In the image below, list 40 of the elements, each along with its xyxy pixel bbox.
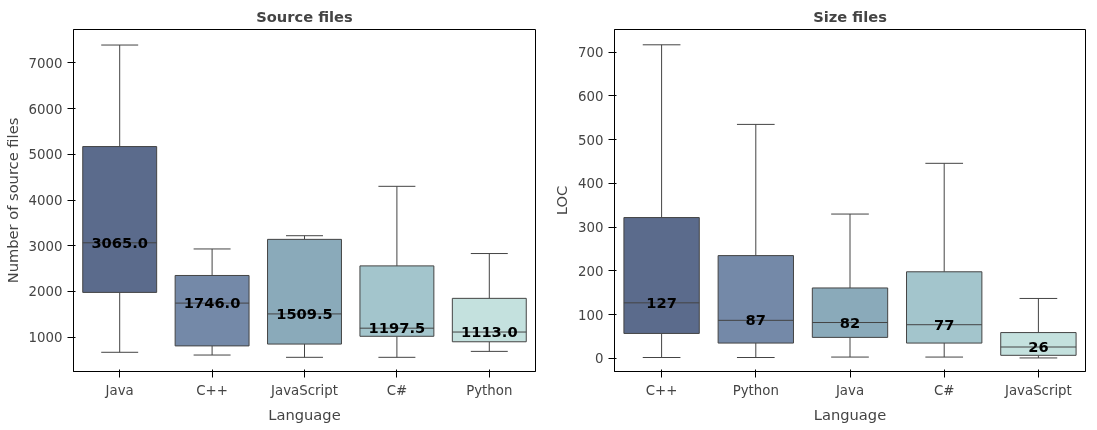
y-tick-label: 1000: [28, 330, 63, 346]
text: 26: [1028, 338, 1049, 356]
x-tick-label: Python: [466, 382, 513, 398]
x-tick-label: Java: [834, 382, 865, 398]
text: 87: [745, 311, 767, 329]
y-tick-label: 400: [578, 176, 604, 192]
y-tick-label: 7000: [28, 55, 63, 71]
x-tick-label: Java: [104, 382, 134, 398]
x-tick-label: C#: [386, 382, 408, 398]
y-axis-title: Number of source files: [3, 117, 21, 284]
x-tick-label: JavaScript: [270, 382, 338, 398]
y-tick-label: 3000: [28, 238, 63, 254]
x-tick-label: Python: [732, 382, 779, 398]
chart-title: Source files: [256, 7, 354, 25]
y-tick-label: 6000: [28, 101, 63, 117]
y-tick-label: 4000: [28, 193, 63, 209]
y-tick-label: 300: [578, 220, 604, 236]
text: 3065.0: [91, 233, 148, 251]
y-tick-label: 0: [595, 351, 604, 367]
y-tick-label: 600: [578, 88, 604, 104]
x-axis-title: Language: [268, 405, 341, 423]
text: 1746.0: [183, 294, 241, 312]
x-tick-label: C++: [196, 382, 228, 398]
x-tick-label: C#: [933, 382, 955, 398]
y-axis-title: LOC: [553, 185, 571, 216]
y-tick-label: 5000: [28, 147, 63, 163]
y-tick-label: 700: [578, 45, 604, 61]
text: 77: [934, 315, 955, 333]
chart-title: Size files: [813, 7, 888, 25]
text: 1113.0: [461, 323, 518, 341]
text: 1197.5: [368, 319, 426, 337]
y-tick-label: 500: [578, 132, 604, 148]
x-tick-label: JavaScript: [1004, 382, 1072, 398]
x-tick-label: C++: [645, 382, 678, 398]
text: 1509.5: [276, 304, 333, 322]
y-tick-label: 200: [578, 263, 604, 279]
y-tick-label: 2000: [28, 284, 63, 300]
x-axis-title: Language: [813, 405, 887, 423]
y-tick-label: 100: [578, 307, 604, 323]
text: 127: [646, 293, 677, 311]
